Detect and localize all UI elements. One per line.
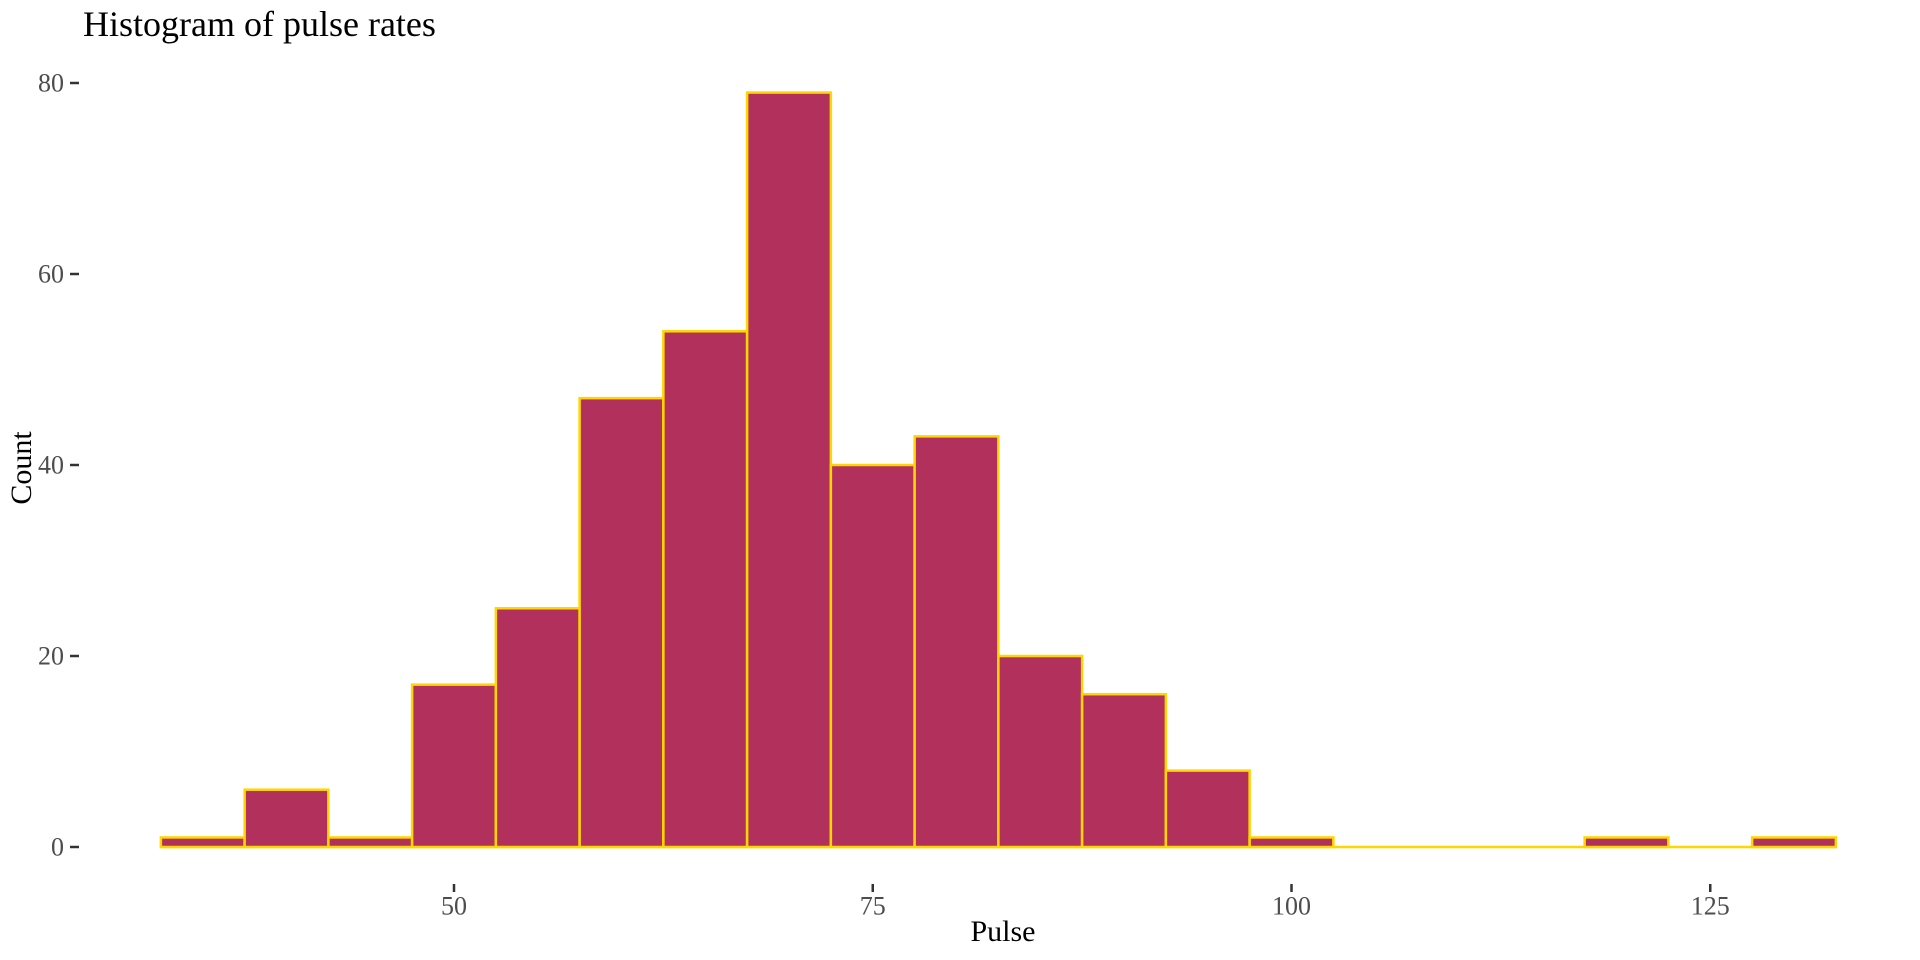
x-tick-label: 50 xyxy=(441,892,467,921)
histogram-bar xyxy=(662,330,749,849)
chart-title: Histogram of pulse rates xyxy=(83,4,436,44)
x-tick-label: 100 xyxy=(1272,892,1311,921)
x-tick-label: 75 xyxy=(860,892,886,921)
histogram-bar xyxy=(1080,692,1168,849)
histogram-bar xyxy=(745,91,833,849)
histogram-bar xyxy=(578,396,665,849)
histogram-bar xyxy=(1583,836,1670,849)
histogram-bar xyxy=(410,683,498,849)
y-tick-label: 80 xyxy=(38,69,64,98)
y-tick-label: 0 xyxy=(51,833,64,862)
y-tick-label: 20 xyxy=(38,642,64,671)
histogram-bar xyxy=(913,435,1000,849)
histogram-bar xyxy=(1248,836,1335,849)
x-axis-title: Pulse xyxy=(970,915,1036,948)
y-tick-label: 60 xyxy=(38,260,64,289)
y-tick-label: 40 xyxy=(38,451,64,480)
histogram-bar xyxy=(494,607,581,849)
histogram-bar xyxy=(1750,836,1838,849)
histogram-bar xyxy=(243,788,330,849)
histogram-bar xyxy=(1164,769,1251,849)
histogram-bar xyxy=(327,836,414,849)
x-tick-label: 125 xyxy=(1691,892,1730,921)
histogram-bar xyxy=(159,836,246,849)
histogram-bar xyxy=(997,654,1084,849)
histogram-bar xyxy=(829,463,916,849)
